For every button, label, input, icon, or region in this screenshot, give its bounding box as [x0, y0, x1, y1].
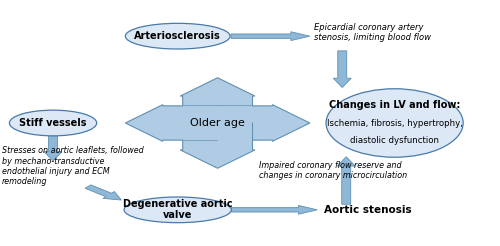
Polygon shape — [180, 123, 255, 168]
Ellipse shape — [326, 89, 463, 157]
FancyArrow shape — [85, 185, 122, 200]
Text: Degenerative aortic: Degenerative aortic — [123, 200, 232, 209]
Ellipse shape — [126, 23, 230, 49]
Text: Changes in LV and flow:: Changes in LV and flow: — [329, 100, 460, 110]
Text: Aortic stenosis: Aortic stenosis — [324, 205, 412, 215]
Text: Older age: Older age — [190, 118, 245, 128]
Text: Epicardial coronary artery
stenosis, limiting blood flow: Epicardial coronary artery stenosis, lim… — [314, 23, 431, 42]
Text: Stiff vessels: Stiff vessels — [20, 118, 87, 128]
Text: Impaired coronary flow reserve and
changes in coronary microcirculation: Impaired coronary flow reserve and chang… — [259, 161, 407, 180]
Text: Ischemia, fibrosis, hypertrophy,: Ischemia, fibrosis, hypertrophy, — [326, 119, 462, 127]
Polygon shape — [218, 105, 310, 141]
Polygon shape — [126, 105, 218, 141]
FancyArrow shape — [232, 205, 318, 214]
FancyArrow shape — [231, 32, 310, 41]
Text: Stresses on aortic leaflets, followed
by mechano-transductive
endothelial injury: Stresses on aortic leaflets, followed by… — [2, 146, 144, 186]
FancyArrow shape — [44, 136, 62, 161]
Text: diastolic dysfunction: diastolic dysfunction — [350, 136, 439, 145]
Text: valve: valve — [163, 210, 192, 220]
Ellipse shape — [10, 110, 97, 136]
Text: Arteriosclerosis: Arteriosclerosis — [134, 31, 221, 41]
FancyArrow shape — [338, 157, 355, 204]
Polygon shape — [182, 106, 252, 140]
Polygon shape — [180, 78, 255, 123]
FancyArrow shape — [334, 51, 351, 88]
Ellipse shape — [124, 197, 232, 223]
